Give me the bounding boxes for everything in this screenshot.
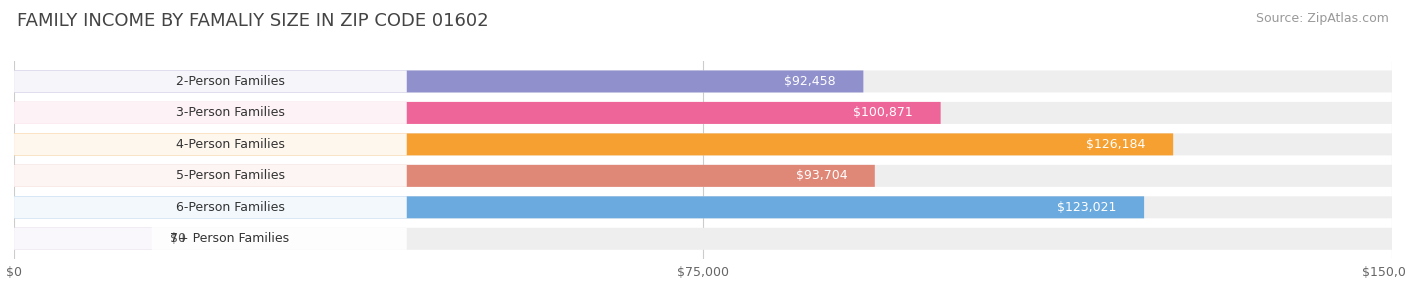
Text: $100,871: $100,871	[853, 106, 912, 120]
FancyBboxPatch shape	[14, 165, 1392, 187]
FancyBboxPatch shape	[14, 70, 863, 92]
Text: Source: ZipAtlas.com: Source: ZipAtlas.com	[1256, 12, 1389, 25]
Text: $126,184: $126,184	[1087, 138, 1146, 151]
FancyBboxPatch shape	[14, 133, 406, 156]
FancyBboxPatch shape	[14, 196, 1392, 218]
Text: 4-Person Families: 4-Person Families	[176, 138, 284, 151]
Text: $93,704: $93,704	[796, 169, 848, 182]
FancyBboxPatch shape	[14, 102, 406, 124]
FancyBboxPatch shape	[14, 133, 1392, 156]
FancyBboxPatch shape	[14, 102, 1392, 124]
FancyBboxPatch shape	[14, 133, 1173, 156]
FancyBboxPatch shape	[14, 165, 875, 187]
FancyBboxPatch shape	[14, 196, 406, 218]
FancyBboxPatch shape	[14, 228, 1392, 250]
Text: $123,021: $123,021	[1057, 201, 1116, 214]
Text: 2-Person Families: 2-Person Families	[176, 75, 284, 88]
FancyBboxPatch shape	[14, 228, 406, 250]
FancyBboxPatch shape	[14, 196, 1144, 218]
FancyBboxPatch shape	[14, 228, 152, 250]
FancyBboxPatch shape	[14, 165, 406, 187]
Text: 7+ Person Families: 7+ Person Families	[170, 232, 290, 245]
Text: $92,458: $92,458	[785, 75, 835, 88]
Text: FAMILY INCOME BY FAMALIY SIZE IN ZIP CODE 01602: FAMILY INCOME BY FAMALIY SIZE IN ZIP COD…	[17, 12, 488, 30]
FancyBboxPatch shape	[14, 70, 1392, 92]
Text: 5-Person Families: 5-Person Families	[176, 169, 284, 182]
Text: $0: $0	[170, 232, 186, 245]
FancyBboxPatch shape	[14, 70, 406, 92]
Text: 6-Person Families: 6-Person Families	[176, 201, 284, 214]
FancyBboxPatch shape	[14, 102, 941, 124]
Text: 3-Person Families: 3-Person Families	[176, 106, 284, 120]
